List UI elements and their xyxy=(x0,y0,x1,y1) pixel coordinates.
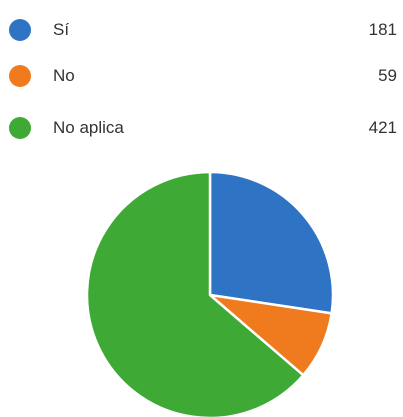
legend-swatch-si xyxy=(9,19,31,41)
legend-value-no: 59 xyxy=(378,66,397,85)
legend-item-no-aplica: No aplica 421 xyxy=(0,109,403,149)
pie-slice-si xyxy=(208,170,335,315)
legend-swatch-no xyxy=(9,65,31,87)
legend-label-no-aplica: No aplica xyxy=(53,118,124,137)
legend-item-si: Sí 181 xyxy=(0,11,403,51)
pie-slice-no-aplica xyxy=(85,170,305,417)
legend-value-no-aplica: 421 xyxy=(368,118,397,137)
legend-label-si: Sí xyxy=(53,20,70,39)
legend-item-no: No 59 xyxy=(0,57,403,97)
legend-swatch-no-aplica xyxy=(9,117,31,139)
legend-value-si: 181 xyxy=(368,20,397,39)
legend-label-no: No xyxy=(53,66,75,85)
pie-slices xyxy=(85,170,335,417)
